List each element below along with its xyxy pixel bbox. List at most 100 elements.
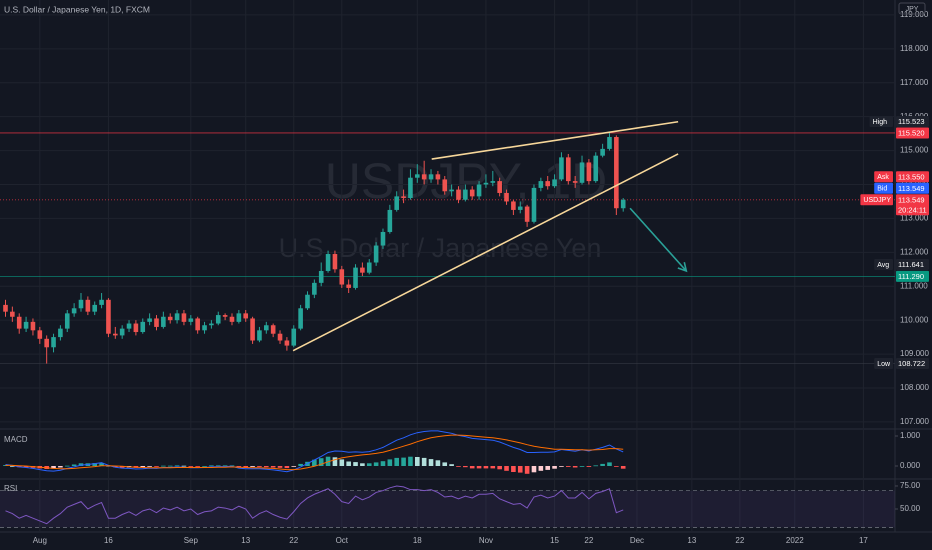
x-tick-label: Dec <box>630 536 644 545</box>
histogram-bar <box>387 459 393 466</box>
x-tick-label: 22 <box>735 536 744 545</box>
histogram-bar <box>291 466 297 467</box>
candle-body <box>215 315 221 324</box>
x-tick-label: 18 <box>413 536 422 545</box>
histogram-bar <box>270 466 276 468</box>
level-label: 108.722 <box>898 359 925 368</box>
histogram-bar <box>346 461 351 466</box>
candle-body <box>579 162 585 183</box>
level-label: 113.549 <box>898 184 925 193</box>
trendline <box>431 120 679 160</box>
candle-body <box>92 304 98 312</box>
histogram-bar <box>236 466 242 467</box>
candle-body <box>504 192 509 202</box>
histogram-bar <box>92 463 98 466</box>
candle-body <box>243 313 249 319</box>
histogram-bar <box>380 461 386 466</box>
candle-body <box>559 157 564 180</box>
candle-body <box>181 313 187 322</box>
candle-body <box>463 189 468 200</box>
level-box <box>896 182 929 194</box>
y-tick-label: 107.000 <box>900 417 929 426</box>
x-tick-label: Oct <box>336 536 349 545</box>
candle-body <box>428 174 434 180</box>
chart-title: U.S. Dollar / Japanese Yen, 1D, FXCM <box>4 4 150 14</box>
level-box <box>896 357 929 369</box>
histogram-bar <box>250 466 255 467</box>
histogram-bar <box>284 466 290 469</box>
arrow <box>629 207 688 273</box>
rsi-line <box>5 485 624 525</box>
candle-body <box>607 137 612 149</box>
candle-body <box>620 199 626 209</box>
x-tick-label: Aug <box>33 536 47 545</box>
candle-body <box>147 318 152 322</box>
histogram-bar <box>373 462 379 466</box>
watermark: USDJPY, 1D <box>325 153 608 209</box>
histogram-bar <box>565 466 571 467</box>
candle-body <box>366 262 372 273</box>
histogram-bar <box>421 457 427 466</box>
candle-body <box>442 179 448 192</box>
candle-body <box>3 304 8 312</box>
level-name: High <box>873 119 888 126</box>
candle-body <box>325 254 331 271</box>
candle-body <box>99 299 104 305</box>
level-name-box <box>874 182 893 194</box>
candle-body <box>37 330 43 339</box>
candle-body <box>71 308 77 314</box>
level-name: Ask <box>877 174 889 181</box>
candle-body <box>270 325 276 334</box>
candle-body <box>476 184 482 197</box>
y-tick-label: 75.00 <box>900 481 921 490</box>
candle-body <box>360 267 365 273</box>
y-tick-label: 1.000 <box>900 431 921 440</box>
histogram-bar <box>463 466 468 468</box>
histogram-bar <box>531 466 537 473</box>
histogram-bar <box>257 466 262 467</box>
y-tick-label: 118.000 <box>900 44 929 53</box>
candle-body <box>209 323 214 326</box>
x-tick-label: 2022 <box>786 536 804 545</box>
histogram-bar <box>58 466 63 468</box>
histogram-bar <box>174 465 180 467</box>
candle-body <box>154 318 159 327</box>
candle-body <box>222 315 228 317</box>
histogram-bar <box>490 466 496 469</box>
level-name-box <box>874 357 893 369</box>
y-tick-label: 112.000 <box>900 247 929 256</box>
level-label: 111.290 <box>898 272 924 281</box>
histogram-bar <box>456 466 461 467</box>
y-tick-label: 119.000 <box>900 10 929 19</box>
candle-body <box>421 174 427 180</box>
candle-body <box>469 189 475 197</box>
histogram-bar <box>620 466 626 469</box>
candle-body <box>16 316 22 329</box>
candle-body <box>113 333 118 336</box>
candle-body <box>229 316 235 322</box>
candle-body <box>511 201 516 210</box>
histogram-bar <box>147 466 152 467</box>
candle-body <box>195 318 200 331</box>
candle-body <box>408 177 413 199</box>
histogram-bar <box>614 466 619 467</box>
currency-box <box>898 2 926 15</box>
level-box <box>896 115 929 127</box>
candle-body <box>353 267 358 288</box>
y-tick-label: 117.000 <box>900 78 929 87</box>
y-tick-label: 110.000 <box>900 315 929 324</box>
candle-body <box>250 318 255 341</box>
histogram-bar <box>504 466 509 471</box>
histogram-bar <box>113 466 118 468</box>
candle-body <box>23 321 29 329</box>
candle-body <box>291 328 297 346</box>
histogram-bar <box>167 465 173 467</box>
level-label: 111.641 <box>898 260 924 269</box>
candle-body <box>415 174 420 178</box>
candle-body <box>517 206 523 210</box>
candle-body <box>456 189 461 200</box>
candle-body <box>332 254 338 270</box>
histogram-bar <box>545 466 551 470</box>
